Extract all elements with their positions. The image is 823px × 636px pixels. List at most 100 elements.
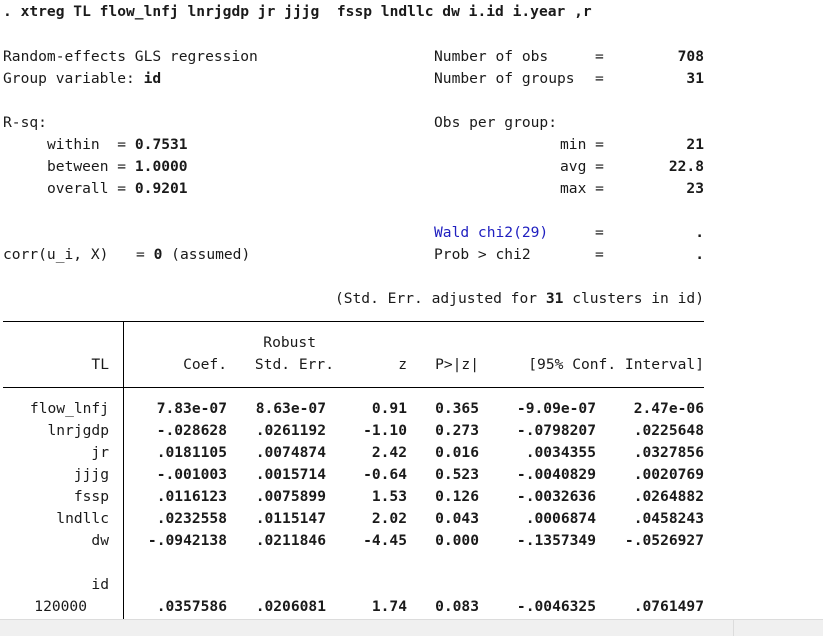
- rsq-within-value: 0.7531: [134, 136, 188, 153]
- row-ci-high: .0225648: [633, 422, 704, 439]
- row-ci-high: 2.47e-06: [633, 400, 704, 417]
- corr-label: corr(u_i, X): [3, 246, 109, 263]
- status-bar: [0, 619, 823, 636]
- rsq-label: R-sq:: [3, 114, 47, 131]
- wald-eq: =: [595, 224, 604, 241]
- stderr-note-prefix: (Std. Err. adjusted for: [334, 290, 546, 307]
- row-z: 2.42: [371, 444, 407, 461]
- obs-min-value: 21: [686, 136, 704, 153]
- row-coef: .0116123: [156, 488, 227, 505]
- stderr-note-clusters: 31: [545, 290, 564, 307]
- row-p: 0.523: [435, 466, 479, 483]
- ngroups-eq: =: [595, 70, 604, 87]
- stderr-note-suffix: clusters in id): [563, 290, 704, 307]
- row-z: 1.53: [371, 488, 407, 505]
- row-coef: -.0942138: [147, 532, 227, 549]
- row-p: 0.273: [435, 422, 479, 439]
- table-column-divider: [123, 321, 124, 619]
- header-robust: Robust: [263, 334, 316, 351]
- row-z: -0.64: [363, 466, 407, 483]
- row-var: lnrjgdp: [47, 422, 109, 439]
- nobs-label: Number of obs: [434, 48, 549, 65]
- obs-max-label: max =: [560, 180, 604, 197]
- table-header-rule: [3, 387, 704, 388]
- header-coef: Coef.: [183, 356, 227, 373]
- row-var: dw: [91, 532, 109, 549]
- row-var: jjjg: [73, 466, 109, 483]
- row-ci-high: -.0526927: [624, 532, 704, 549]
- ngroups-value: 31: [686, 70, 704, 87]
- row-var: flow_lnfj: [29, 400, 109, 417]
- row-coef: .0232558: [156, 510, 227, 527]
- table-top-rule: [3, 321, 704, 322]
- row-coef: .0357586: [156, 598, 227, 615]
- rsq-overall-value: 0.9201: [134, 180, 188, 197]
- row-z: 2.02: [371, 510, 407, 527]
- row-p: 0.126: [435, 488, 479, 505]
- prob-eq: =: [595, 246, 604, 263]
- row-se: .0206081: [255, 598, 326, 615]
- row-ci-high: .0458243: [633, 510, 704, 527]
- header-z: z: [398, 356, 407, 373]
- obs-per-group-label: Obs per group:: [434, 114, 558, 131]
- row-se: .0261192: [255, 422, 326, 439]
- obs-avg-label: avg =: [560, 158, 604, 175]
- rsq-within: within = 0.7531: [47, 134, 188, 156]
- group-variable-label: Group variable:: [3, 70, 135, 87]
- row-z: -1.10: [363, 422, 407, 439]
- nobs-value: 708: [677, 48, 704, 65]
- row-ci-low: -.0046325: [516, 598, 596, 615]
- row-se: .0074874: [255, 444, 326, 461]
- row-z: 0.91: [371, 400, 407, 417]
- wald-chi2-link[interactable]: Wald chi2(29): [434, 224, 549, 241]
- row-var: jr: [91, 444, 109, 461]
- corr-eq: =: [136, 246, 154, 263]
- row-var: 120000: [34, 598, 87, 615]
- row-z: -4.45: [363, 532, 407, 549]
- factor-label: id: [91, 576, 109, 593]
- header-p: P>|z|: [435, 356, 479, 373]
- row-se: .0211846: [255, 532, 326, 549]
- row-ci-high: .0761497: [633, 598, 704, 615]
- row-se: .0075899: [255, 488, 326, 505]
- command-line: . xtreg TL flow_lnfj lnrjgdp jr jjjg fss…: [3, 3, 592, 20]
- row-ci-low: -.0798207: [516, 422, 596, 439]
- status-bar-divider: [733, 620, 734, 636]
- rsq-between: between = 1.0000: [47, 156, 188, 178]
- row-p: 0.000: [435, 532, 479, 549]
- row-coef: -.001003: [156, 466, 227, 483]
- row-ci-low: -.0032636: [516, 488, 596, 505]
- rsq-between-label: between =: [47, 158, 127, 175]
- header-stderr: Std. Err.: [254, 356, 334, 373]
- row-coef: 7.83e-07: [156, 400, 227, 417]
- row-var: fssp: [73, 488, 109, 505]
- row-ci-low: -.0040829: [516, 466, 596, 483]
- row-se: .0015714: [255, 466, 326, 483]
- row-p: 0.016: [435, 444, 479, 461]
- row-ci-low: -9.09e-07: [516, 400, 596, 417]
- group-variable-value: id: [143, 70, 162, 87]
- obs-avg-value: 22.8: [668, 158, 704, 175]
- row-p: 0.043: [435, 510, 479, 527]
- row-se: .0115147: [255, 510, 326, 527]
- prob-value: .: [695, 246, 704, 263]
- row-ci-high: .0020769: [633, 466, 704, 483]
- ngroups-label: Number of groups: [434, 70, 575, 87]
- rsq-overall-label: overall =: [47, 180, 127, 197]
- rsq-within-label: within =: [47, 136, 127, 153]
- group-variable-line: Group variable: id: [3, 68, 161, 90]
- rsq-between-value: 1.0000: [134, 158, 188, 175]
- obs-max-value: 23: [686, 180, 704, 197]
- wald-value: .: [695, 224, 704, 241]
- row-se: 8.63e-07: [255, 400, 326, 417]
- row-z: 1.74: [371, 598, 407, 615]
- row-ci-high: .0264882: [633, 488, 704, 505]
- row-ci-low: -.1357349: [516, 532, 596, 549]
- rsq-overall: overall = 0.9201: [47, 178, 188, 200]
- header-ci: [95% Conf. Interval]: [528, 356, 704, 373]
- prob-chi2-label: Prob > chi2: [434, 246, 531, 263]
- row-ci-low: .0034355: [525, 444, 596, 461]
- row-p: 0.365: [435, 400, 479, 417]
- row-coef: -.028628: [156, 422, 227, 439]
- row-coef: .0181105: [156, 444, 227, 461]
